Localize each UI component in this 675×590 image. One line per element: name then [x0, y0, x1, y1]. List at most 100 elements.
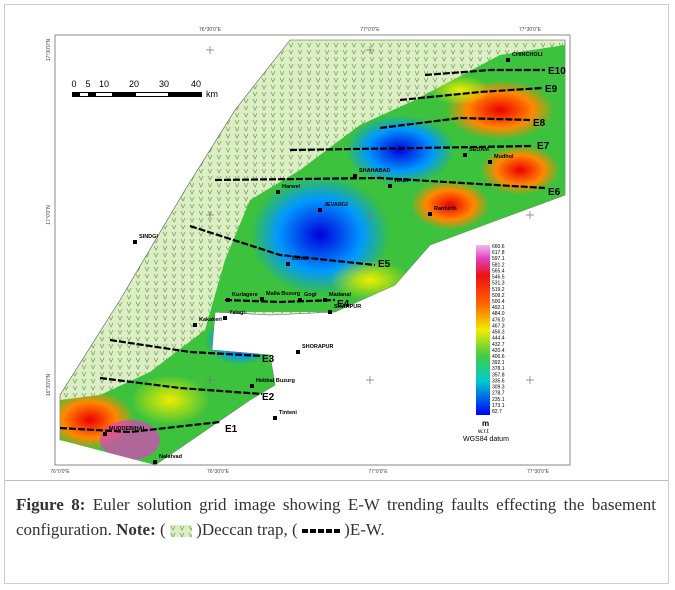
- place-label: Mudhol: [494, 154, 514, 160]
- colorbar-label: 509.2: [492, 293, 505, 299]
- place-marker: [506, 58, 510, 62]
- place-label: CHINCHOLI: [512, 52, 543, 58]
- note-label: Note:: [116, 520, 156, 539]
- colorbar-label: 484.0: [492, 311, 505, 317]
- scale-unit: km: [206, 89, 218, 99]
- colorbar-label: 432.7: [492, 342, 505, 348]
- fault-label: E8: [533, 118, 546, 129]
- note-close: )E-W.: [344, 520, 384, 539]
- scale-label: 5: [85, 79, 90, 89]
- colorbar-label: 335.6: [492, 378, 505, 384]
- colorbar-label: 617.8: [492, 250, 505, 256]
- colorbar-label: 82.7: [492, 409, 502, 415]
- fault-label: E5: [378, 259, 391, 270]
- colorbar-label: 492.1: [492, 305, 505, 311]
- fault-label: E10: [548, 66, 566, 77]
- place-marker: [318, 208, 322, 212]
- fault-icon: [302, 528, 340, 534]
- scale-label: 30: [159, 79, 169, 89]
- colorbar-label: 456.3: [492, 330, 505, 336]
- place-label: SINDGI: [139, 234, 158, 240]
- colorbar-label: 476.0: [492, 317, 505, 323]
- graticule-label: 77°0'0"E: [368, 469, 388, 475]
- graticule-label: 76°30'0"E: [207, 469, 230, 475]
- colorbar-reference: w.r.t: [477, 429, 489, 435]
- colorbar-label: 531.3: [492, 281, 505, 287]
- colorbar-label: 173.1: [492, 403, 505, 409]
- fault-label: E3: [262, 354, 275, 365]
- colorbar-label: 565.4: [492, 268, 505, 274]
- colorbar-label: 278.7: [492, 391, 505, 397]
- scale-label: 10: [99, 79, 109, 89]
- colorbar-label: 546.5: [492, 275, 505, 281]
- colorbar-label: 500.4: [492, 299, 505, 305]
- place-marker: [298, 298, 302, 302]
- colorbar-label: 467.3: [492, 323, 505, 329]
- place-label: MUDDEBIHAL: [109, 426, 147, 432]
- fault-label: E7: [537, 141, 550, 152]
- place-marker: [328, 310, 332, 314]
- place-marker: [273, 416, 277, 420]
- place-label: Harwel: [282, 184, 301, 190]
- note-open: (: [292, 520, 298, 539]
- graticule-label: 77°30'0"E: [519, 27, 542, 33]
- place-label: Nalatvad: [159, 454, 182, 460]
- place-label: SHAHPUR: [334, 304, 361, 310]
- place-label: Ranbirth: [434, 206, 457, 212]
- place-label: Hebbal Buzurg: [256, 378, 295, 384]
- graticule-label: 17°0'0"N: [46, 205, 52, 225]
- note-open: (: [160, 520, 166, 539]
- fault-label: E6: [548, 187, 561, 198]
- colorbar-label: 378.1: [492, 366, 505, 372]
- place-label: Yalagi: [229, 310, 245, 316]
- place-marker: [488, 160, 492, 164]
- place-marker: [276, 190, 280, 194]
- colorbar-label: 357.8: [492, 372, 505, 378]
- caption-label: Figure 8:: [16, 495, 85, 514]
- place-marker: [388, 184, 392, 188]
- colorbar-label: 309.3: [492, 385, 505, 391]
- graticule-label: 16°30'0"N: [46, 373, 52, 396]
- colorbar-label: 597.1: [492, 256, 505, 262]
- place-label: Madanal: [329, 292, 351, 298]
- scale-label: 20: [129, 79, 139, 89]
- colorbar-label: 392.1: [492, 360, 505, 366]
- note-close: )Deccan trap,: [196, 520, 288, 539]
- trap-icon: [170, 525, 192, 537]
- fault-label: E9: [545, 84, 558, 95]
- place-marker: [323, 298, 327, 302]
- graticule-label: 77°0'0"E: [360, 27, 380, 33]
- place-marker: [226, 298, 230, 302]
- place-label: SHAHABAD: [359, 168, 391, 174]
- colorbar-label: 235.1: [492, 397, 505, 403]
- fault-label: E2: [262, 392, 275, 403]
- place-marker: [103, 432, 107, 436]
- colorbar-label: 660.6: [492, 244, 505, 250]
- place-label: SHORAPUR: [302, 344, 334, 350]
- colorbar-label: 420.4: [492, 348, 505, 354]
- colorbar-reference: WGS84 datum: [463, 436, 509, 443]
- place-label: Kakakeri: [199, 317, 222, 323]
- colorbar-label: 519.2: [492, 287, 505, 293]
- separator: [5, 480, 668, 481]
- colorbar-unit: m: [482, 419, 489, 428]
- colorbar-label: 406.6: [492, 354, 505, 360]
- scale-label: 40: [191, 79, 201, 89]
- colorbar: [476, 245, 490, 415]
- place-label: Malla Buzurg: [266, 291, 300, 297]
- place-label: JEVARGI: [324, 202, 348, 208]
- place-marker: [193, 323, 197, 327]
- place-label: Uknali: [292, 256, 309, 262]
- colorbar-label: 444.4: [492, 336, 505, 342]
- place-marker: [353, 174, 357, 178]
- graticule-label: 76°0'0"E: [50, 469, 70, 475]
- place-marker: [463, 153, 467, 157]
- place-marker: [133, 240, 137, 244]
- place-marker: [223, 316, 227, 320]
- place-label: Gogi: [304, 292, 317, 298]
- place-marker: [428, 212, 432, 216]
- place-label: Kurlagere: [232, 292, 258, 298]
- graticule-label: 17°30'0"N: [46, 38, 52, 61]
- caption: Figure 8: Euler solution grid image show…: [16, 492, 656, 542]
